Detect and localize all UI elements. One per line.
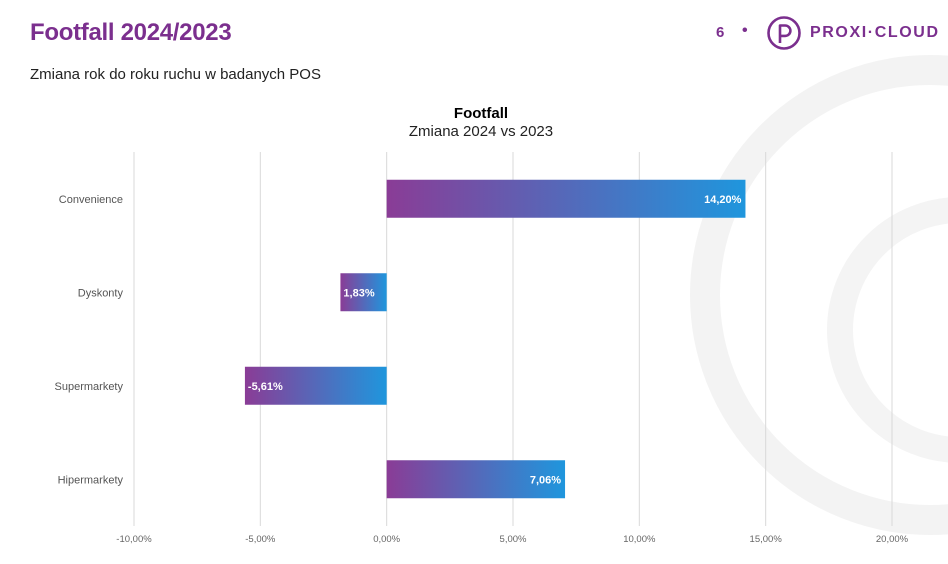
bar <box>244 366 387 405</box>
category-label: Supermarkety <box>55 381 124 393</box>
category-label: Hipermarkety <box>58 474 124 486</box>
x-tick-label: 5,00% <box>500 534 527 545</box>
chart-title: Footfall <box>454 105 508 122</box>
x-tick-label: 15,00% <box>750 534 783 545</box>
decorative-inner-circle <box>827 197 948 463</box>
header-separator: • <box>742 22 748 39</box>
data-label: 1,83% <box>343 287 374 299</box>
chart-subtitle: Zmiana 2024 vs 2023 <box>409 123 553 140</box>
x-tick-label: 0,00% <box>373 534 400 545</box>
category-axis: Convenience Dyskonty Supermarkety Hipermark… <box>55 194 124 487</box>
x-tick-label: 10,00% <box>623 534 656 545</box>
page-title: Footfall 2024/2023 <box>30 19 232 46</box>
bar <box>386 460 566 499</box>
data-label: 7,06% <box>530 474 561 486</box>
category-label: Convenience <box>59 194 123 206</box>
page-subtitle: Zmiana rok do roku ruchu w badanych POS <box>30 66 321 83</box>
category-label: Dyskonty <box>78 287 124 299</box>
data-label: 14,20% <box>704 194 742 206</box>
proxi-cloud-logo-icon <box>767 16 801 50</box>
page-number: 6 <box>716 24 725 41</box>
chart-bars: 14,20% 1,83% -5,61% 7,06% <box>244 179 746 499</box>
value-axis: -10,00% -5,00% 0,00% 5,00% 10,00% 15,00% 20,00… <box>116 534 908 545</box>
bar <box>386 179 746 218</box>
decorative-circle-icon <box>690 55 948 535</box>
x-tick-label: -5,00% <box>245 534 276 545</box>
x-tick-label: -10,00% <box>116 534 152 545</box>
bar <box>340 273 387 312</box>
brand-name: PROXI·CLOUD <box>810 24 940 41</box>
data-label: -5,61% <box>248 381 283 393</box>
x-tick-label: 20,00% <box>876 534 909 545</box>
